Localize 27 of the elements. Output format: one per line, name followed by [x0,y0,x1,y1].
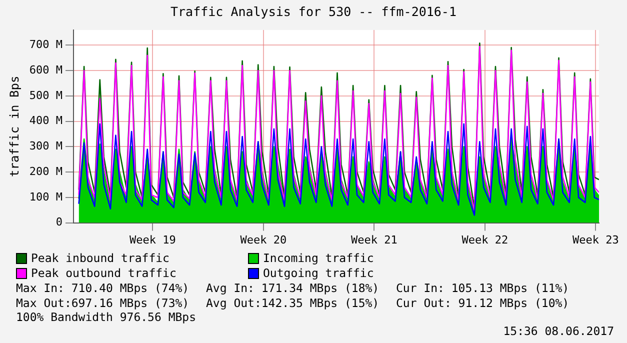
text: 100% Bandwidth 976.56 MBps [16,310,196,324]
text: Cur Out: 91.12 MBps (10%) [396,296,570,310]
y-tick-label: 700 M [29,38,63,52]
text: 15:36 08.06.2017 [503,324,614,338]
legend-label: Peak inbound traffic [30,251,170,265]
y-tick-label: 600 M [29,63,63,76]
text: Max Out:697.16 MBps (73%) [16,296,190,310]
x-tick-label: Week 23 [572,233,619,246]
y-tick-label: 400 M [29,114,63,128]
y-tick-label: 300 M [29,140,63,153]
y-axis-title: traffic in Bps [7,76,22,177]
x-tick-label: Week 20 [240,233,287,246]
text: Avg In: 171.34 MBps (18%) [206,281,380,296]
text: Cur In: 105.13 MBps (11%) [396,281,570,296]
text: Avg Out:142.35 MBps (15%) [206,296,380,310]
x-tick-label: Week 21 [350,233,398,246]
legend-label: Incoming traffic [262,251,375,265]
text: Max In: 710.40 MBps (74%) [16,281,190,296]
legend-label: Peak outbound traffic [30,266,178,280]
y-tick-label: 200 M [29,164,63,178]
x-tick-label: Week 19 [129,233,176,246]
y-tick-label: 0 [56,216,63,229]
legend-label: Outgoing traffic [262,266,375,280]
x-tick-label: Week 22 [462,233,508,246]
y-tick-label: 500 M [29,88,63,102]
y-tick-label: 100 M [29,190,63,204]
chart-title: Traffic Analysis for 530 -- ffm-2016-1 [170,4,458,19]
